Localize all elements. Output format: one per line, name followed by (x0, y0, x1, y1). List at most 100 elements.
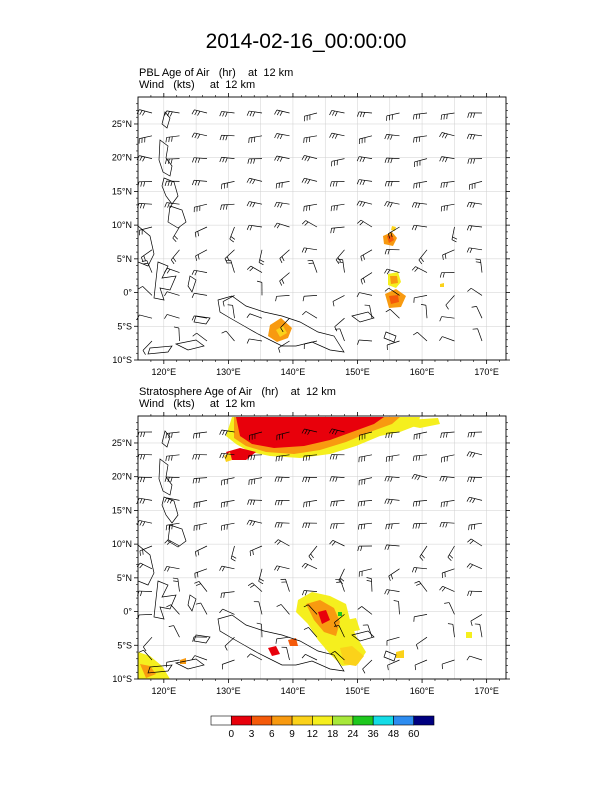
pbl-patch-south-inner (389, 295, 399, 304)
wind-barb (194, 568, 208, 579)
wind-barb (301, 155, 318, 162)
wind-barb (192, 179, 208, 186)
wind-barb (329, 132, 345, 139)
wind-barb (247, 158, 263, 164)
wind-barb (384, 249, 400, 255)
wind-barb (141, 260, 153, 273)
wind-barb (253, 601, 263, 615)
wind-barb (302, 311, 318, 319)
wind-barb (360, 249, 373, 262)
wind-barb (384, 498, 400, 505)
axis-ticks-pbl: 120°E 130°E 140°E 150°E 160°E 170°E 25°N 20°N 15… (112, 93, 510, 377)
wind-barb (439, 272, 455, 278)
wind-barb (275, 295, 290, 302)
wind-barb (221, 659, 235, 670)
wind-barb (191, 292, 208, 298)
wind-barb (451, 226, 458, 243)
wind-barb (220, 500, 235, 508)
lon-tick-label: 130°E (216, 686, 241, 696)
colorbar-label: 48 (388, 729, 400, 740)
wind-barb (413, 295, 428, 303)
wind-barb (330, 203, 345, 212)
wind-barb (414, 158, 428, 167)
wind-barb (329, 428, 345, 435)
wind-barb (356, 179, 373, 186)
strat-field-level: at 12 km (290, 386, 336, 398)
wind-barb (471, 306, 483, 319)
wind-barb (280, 578, 290, 592)
coast-borneo-edge (138, 225, 155, 267)
wind-barb (384, 157, 400, 164)
wind-barb (224, 636, 235, 651)
lat-tick-label: 25°N (112, 438, 132, 448)
wind-barb (467, 538, 483, 547)
wind-barb (246, 177, 263, 185)
wind-barb (386, 340, 400, 351)
wind-barb (384, 268, 400, 275)
wind-barb (143, 636, 153, 652)
wind-barb (191, 132, 208, 139)
wind-barb (386, 636, 400, 646)
wind-barb (164, 539, 180, 547)
wind-barb (466, 133, 483, 140)
wind-barb (439, 156, 455, 163)
wind-barb (385, 522, 400, 530)
lat-tick-label: 5°S (117, 321, 132, 331)
coast-philippines-central (161, 177, 179, 205)
lon-tick-label: 160°E (410, 686, 435, 696)
wind-barb (194, 545, 208, 557)
wind-barb (303, 604, 318, 615)
wind-barb (221, 181, 235, 190)
panel-label-pbl: PBL Age of Air (hr) at 12 km Wind (kts) … (139, 67, 293, 91)
wind-barb (246, 519, 263, 527)
wind-barb (440, 500, 455, 508)
wind-barb (357, 339, 373, 345)
wind-barb (164, 291, 180, 297)
wind-barb (192, 332, 208, 342)
lat-tick-label: 10°S (112, 355, 132, 365)
coast-taiwan (161, 111, 171, 129)
coast-solomon (383, 331, 397, 343)
wind-barb (474, 623, 483, 638)
wind-barb (303, 135, 318, 143)
wind-barb (165, 454, 180, 462)
wind-barb (420, 304, 428, 319)
coast-timor (174, 339, 205, 351)
colorbar-label: 0 (228, 729, 234, 740)
wind-barb (164, 267, 180, 274)
strat-plume-red (236, 417, 384, 448)
wind-barb (387, 659, 400, 671)
wind-barb (246, 265, 263, 273)
wind-barb (303, 112, 318, 122)
wind-barb (334, 328, 345, 342)
wind-barb (275, 636, 290, 644)
wind-barb (466, 451, 483, 458)
colorbar-swatch (251, 715, 273, 726)
wind-barb (366, 577, 373, 592)
wind-barb (219, 111, 235, 117)
wind-barb (466, 496, 483, 504)
wind-barb (413, 431, 428, 440)
wind-barb (385, 454, 400, 462)
wind-barb (444, 602, 455, 615)
wind-barb (439, 132, 455, 139)
lon-tick-label: 150°E (345, 367, 370, 377)
lat-tick-label: 10°S (112, 674, 132, 684)
pbl-wind-name: Wind (139, 79, 165, 91)
wind-barb (246, 224, 263, 231)
wind-barb (334, 614, 345, 628)
map-panel-strat: 120°E 130°E 140°E 150°E 160°E 170°E 25°N 20°N 15… (112, 412, 510, 696)
wind-barb (441, 659, 455, 670)
pbl-field-level: at 12 km (248, 67, 294, 79)
wind-barb (137, 590, 153, 597)
wind-barb (412, 332, 428, 342)
wind-barb (303, 627, 318, 638)
strat-wind-level: at 12 km (209, 398, 256, 410)
wind-barb (441, 454, 455, 463)
wind-barb (279, 249, 290, 264)
wind-barb (384, 133, 400, 140)
wind-barb (164, 110, 180, 117)
coast-sulawesi-2 (153, 580, 177, 620)
wind-barb (472, 328, 483, 342)
wind-barb (413, 135, 428, 143)
